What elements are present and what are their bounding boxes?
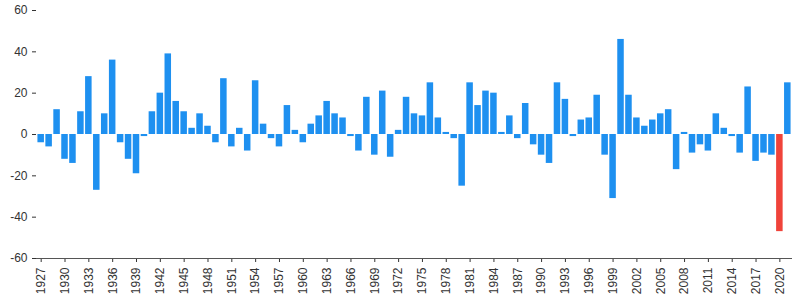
svg-text:1930: 1930 [58, 267, 72, 294]
svg-text:1996: 1996 [582, 267, 596, 294]
svg-text:1984: 1984 [487, 267, 501, 294]
svg-text:2017: 2017 [749, 267, 763, 294]
svg-text:1978: 1978 [439, 267, 453, 294]
svg-text:1942: 1942 [153, 267, 167, 294]
svg-text:2020: 2020 [773, 267, 787, 294]
svg-text:1939: 1939 [129, 267, 143, 294]
svg-text:1972: 1972 [391, 267, 405, 294]
svg-text:1987: 1987 [511, 267, 525, 294]
svg-text:2008: 2008 [677, 267, 691, 294]
svg-text:20: 20 [14, 86, 28, 100]
svg-text:1933: 1933 [82, 267, 96, 294]
svg-text:1927: 1927 [34, 267, 48, 294]
svg-text:1960: 1960 [296, 267, 310, 294]
svg-text:2005: 2005 [654, 267, 668, 294]
svg-text:1936: 1936 [106, 267, 120, 294]
svg-text:-20: -20 [10, 169, 28, 183]
svg-text:1963: 1963 [320, 267, 334, 294]
svg-text:60: 60 [14, 3, 28, 17]
svg-text:-60: -60 [10, 251, 28, 265]
svg-text:1948: 1948 [201, 267, 215, 294]
svg-text:0: 0 [21, 127, 28, 141]
svg-text:1957: 1957 [272, 267, 286, 294]
svg-text:1993: 1993 [558, 267, 572, 294]
svg-text:1999: 1999 [606, 267, 620, 294]
svg-text:1966: 1966 [344, 267, 358, 294]
svg-text:-40: -40 [10, 210, 28, 224]
svg-text:1954: 1954 [248, 267, 262, 294]
svg-text:2011: 2011 [701, 267, 715, 293]
svg-text:2002: 2002 [630, 267, 644, 294]
svg-text:2014: 2014 [725, 267, 739, 294]
svg-text:1990: 1990 [534, 267, 548, 294]
svg-text:1945: 1945 [177, 267, 191, 294]
svg-text:1969: 1969 [368, 267, 382, 294]
svg-text:1981: 1981 [463, 267, 477, 294]
svg-text:1975: 1975 [415, 267, 429, 294]
svg-text:40: 40 [14, 45, 28, 59]
svg-text:1951: 1951 [225, 267, 239, 294]
